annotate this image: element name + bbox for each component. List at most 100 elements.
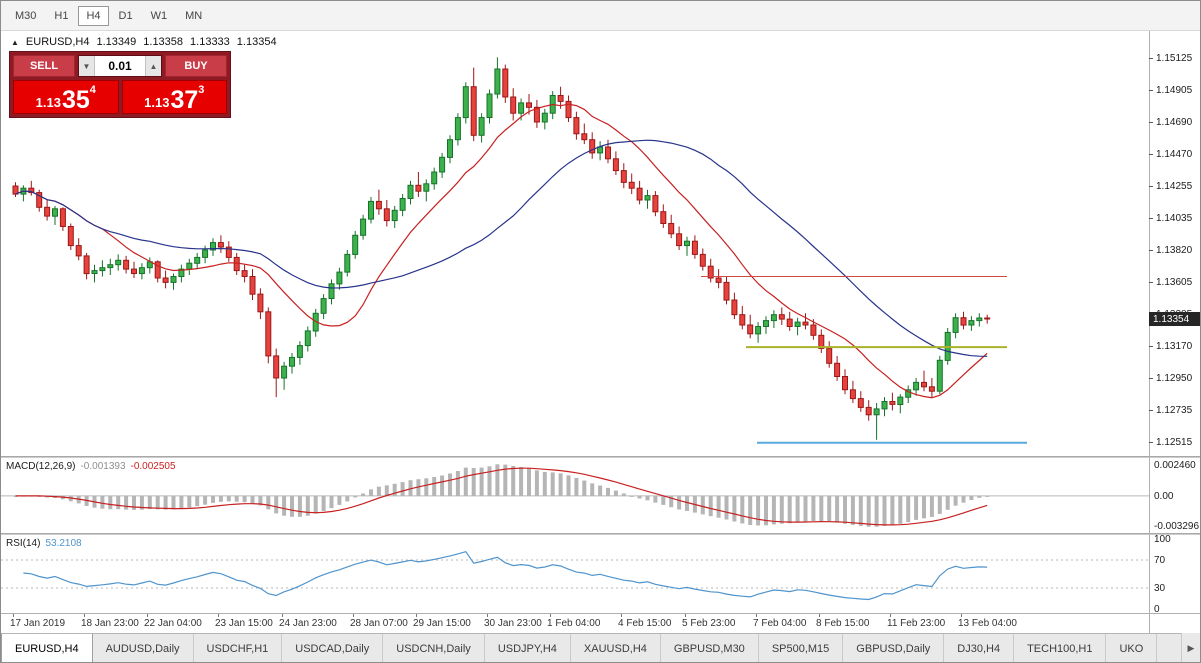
price-tick-label: 1.14470	[1156, 149, 1193, 160]
price-tick-mark	[1149, 346, 1153, 347]
timeframe-button-h1[interactable]: H1	[46, 6, 76, 26]
time-axis-separator	[1, 613, 1200, 614]
volume-input[interactable]: 0.01	[108, 59, 132, 73]
sell-price-base: 1.13	[35, 95, 61, 110]
price-tick-mark	[1149, 58, 1153, 59]
buy-price-base: 1.13	[144, 95, 170, 110]
price-tick-label: 1.14905	[1156, 85, 1193, 96]
macd-main-value: -0.001393	[80, 461, 126, 472]
chart-tab-uko[interactable]: UKO	[1106, 634, 1158, 662]
price-tick-mark	[1149, 122, 1153, 123]
price-scale[interactable]: 1.15125 1.14905 1.14690 1.14470 1.14255 1.140…	[1149, 31, 1200, 615]
price-tick-mark	[1149, 282, 1153, 283]
time-axis-label: 13 Feb 04:00	[958, 618, 1017, 629]
close-value: 1.13354	[236, 36, 277, 48]
rsi-scale-label: 70	[1154, 555, 1166, 566]
symbol-period-label: EURUSD,H4	[25, 36, 90, 48]
one-click-trade-panel: SELL ▼ 0.01 ▲ BUY 1.13 35 4 1.13 37 3	[9, 51, 231, 118]
volume-increase-icon[interactable]: ▲	[145, 56, 161, 76]
price-tick-label: 1.12950	[1156, 373, 1193, 384]
price-tick-mark	[1149, 410, 1153, 411]
chart-tab-gbpusd-m30[interactable]: GBPUSD,M30	[660, 634, 759, 662]
rsi-value: 53.2108	[45, 538, 82, 549]
candles	[12, 57, 991, 440]
chart-tab-dj30-h4[interactable]: DJ30,H4	[944, 634, 1015, 662]
time-tick-mark	[819, 614, 820, 617]
time-tick-mark	[147, 614, 148, 617]
time-tick-mark	[13, 614, 14, 617]
time-axis-label: 18 Jan 23:00	[81, 618, 139, 629]
price-scale-separator	[1149, 31, 1150, 633]
sell-button[interactable]: SELL	[13, 55, 75, 77]
time-axis-label: 4 Feb 15:00	[618, 618, 672, 629]
chart-tab-sp500-m15[interactable]: SP500,M15	[758, 634, 844, 662]
timeframe-toolbar: M30 H1 H4 D1 W1 MN	[1, 1, 1200, 31]
volume-decrease-icon[interactable]: ▼	[79, 56, 95, 76]
chart-tab-xauusd-h4[interactable]: XAUUSD,H4	[570, 634, 661, 662]
chart-tab-usdjpy-h4[interactable]: USDJPY,H4	[484, 634, 571, 662]
buy-button[interactable]: BUY	[165, 55, 227, 77]
pane-separator[interactable]	[1, 456, 1200, 458]
chart-tab-gbpusd-daily[interactable]: GBPUSD,Daily	[843, 634, 945, 662]
low-value: 1.13333	[190, 36, 230, 48]
chart-tab-usdcad-daily[interactable]: USDCAD,Daily	[282, 634, 384, 662]
time-axis-label: 22 Jan 04:00	[144, 618, 202, 629]
time-axis-label: 1 Feb 04:00	[547, 618, 601, 629]
macd-scale-label: 0.00	[1154, 491, 1174, 502]
pane-separator[interactable]	[1, 533, 1200, 535]
price-tick-label: 1.12735	[1156, 405, 1193, 416]
time-tick-mark	[621, 614, 622, 617]
timeframe-button-h4[interactable]: H4	[78, 5, 109, 26]
time-axis-label: 24 Jan 23:00	[279, 618, 337, 629]
time-tick-mark	[550, 614, 551, 617]
buy-price-pip: 3	[198, 84, 205, 96]
timeframe-button-m30[interactable]: M30	[7, 6, 44, 26]
ohlc-header: ▲ EURUSD,H4 1.13349 1.13358 1.13333 1.13…	[11, 36, 277, 48]
rsi-label: RSI(14) 53.2108	[6, 538, 82, 549]
macd-label: MACD(12,26,9) -0.001393 -0.002505	[6, 461, 176, 472]
time-tick-mark	[218, 614, 219, 617]
time-axis-label: 29 Jan 15:00	[413, 618, 471, 629]
tabs-scroll-right-icon[interactable]: ▶	[1181, 633, 1200, 662]
rsi-indicator-canvas[interactable]	[1, 535, 1149, 613]
timeframe-button-w1[interactable]: W1	[143, 6, 176, 26]
macd-scale-label: -0.003296	[1154, 521, 1200, 532]
price-tick-label: 1.15125	[1156, 53, 1193, 64]
macd-histogram	[13, 464, 990, 527]
time-tick-mark	[84, 614, 85, 617]
price-tick-mark	[1149, 442, 1153, 443]
chart-tab-audusd-daily[interactable]: AUDUSD,Daily	[92, 634, 194, 662]
price-tick-label: 1.13170	[1156, 341, 1193, 352]
chart-tabs-bar: EURUSD,H4 AUDUSD,Daily USDCHF,H1 USDCAD,Dai…	[1, 633, 1200, 662]
time-tick-mark	[416, 614, 417, 617]
time-tick-mark	[685, 614, 686, 617]
price-tick-mark	[1149, 250, 1153, 251]
price-tick-mark	[1149, 154, 1153, 155]
price-tick-label: 1.14690	[1156, 117, 1193, 128]
chart-tab-tech100-h1[interactable]: TECH100,H1	[1014, 634, 1107, 662]
buy-price-display[interactable]: 1.13 37 3	[121, 80, 227, 114]
time-tick-mark	[756, 614, 757, 617]
timeframe-button-d1[interactable]: D1	[111, 6, 141, 26]
time-axis-label: 30 Jan 23:00	[484, 618, 542, 629]
time-tick-mark	[961, 614, 962, 617]
time-axis-label: 23 Jan 15:00	[215, 618, 273, 629]
chart-tab-usdcnh-daily[interactable]: USDCNH,Daily	[383, 634, 485, 662]
chart-tab-usdchf-h1[interactable]: USDCHF,H1	[193, 634, 283, 662]
rsi-line	[23, 551, 988, 601]
sell-price-display[interactable]: 1.13 35 4	[13, 80, 119, 114]
rsi-name: RSI(14)	[6, 538, 41, 549]
price-tick-label: 1.13820	[1156, 245, 1193, 256]
chart-tab-eurusd-h4[interactable]: EURUSD,H4	[1, 634, 93, 662]
ma-slow-line	[15, 139, 988, 357]
timeframe-button-mn[interactable]: MN	[177, 6, 210, 26]
time-tick-mark	[890, 614, 891, 617]
price-tick-mark	[1149, 90, 1153, 91]
macd-name: MACD(12,26,9)	[6, 461, 76, 472]
time-axis[interactable]: 17 Jan 2019 18 Jan 23:00 22 Jan 04:00 23 Ja…	[1, 614, 1149, 633]
time-tick-mark	[282, 614, 283, 617]
timeframe-button-group: M30 H1 H4 D1 W1 MN	[7, 5, 210, 26]
macd-indicator-canvas[interactable]	[1, 458, 1149, 533]
chart-marker-icon: ▲	[11, 37, 19, 47]
time-tick-mark	[353, 614, 354, 617]
